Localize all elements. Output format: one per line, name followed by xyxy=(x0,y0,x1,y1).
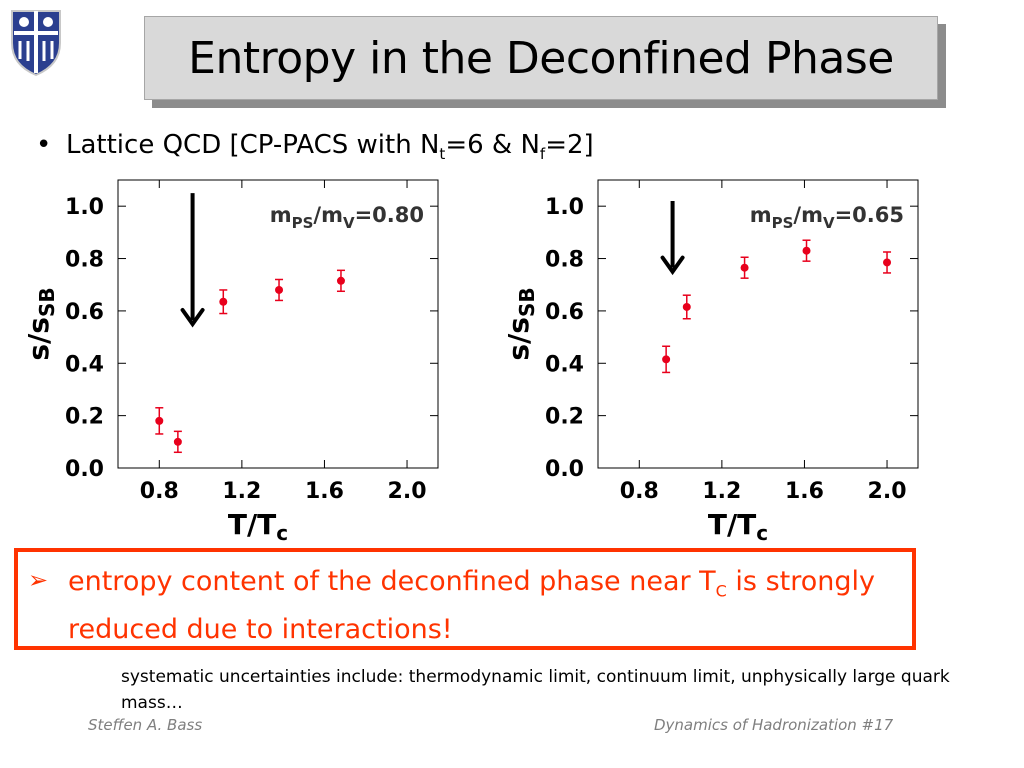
y-tick-label: 1.0 xyxy=(545,195,584,220)
callout-sub: C xyxy=(715,581,727,601)
x-tick-label: 1.6 xyxy=(305,479,344,504)
x-tick-label: 2.0 xyxy=(388,479,427,504)
x-axis-label-main: T/T xyxy=(228,508,276,541)
y-tick-label: 0.8 xyxy=(65,248,104,273)
bullet-mid: =6 & N xyxy=(445,130,540,160)
y-tick-label: 0.6 xyxy=(65,300,104,325)
footer-author: Steffen A. Bass xyxy=(88,716,203,734)
data-point xyxy=(275,285,284,294)
data-point xyxy=(682,302,691,311)
annotation-value: =0.80 xyxy=(355,203,424,227)
callout-text-before: entropy content of the deconfined phase … xyxy=(68,566,716,597)
chart-left: 0.0 0.2 0.4 0.6 0.8 1.0 0.8 1.2 1.6 2.0 T/Tc s/sSB m… xyxy=(22,179,439,545)
y-axis-label-sub: SB xyxy=(35,287,59,317)
x-axis-label: T/Tc xyxy=(708,508,768,545)
bullet-sub-t: t xyxy=(439,145,446,164)
callout-box: ➢ entropy content of the deconfined phas… xyxy=(14,548,916,650)
annotation-sub2: V xyxy=(823,214,835,232)
plot-frame xyxy=(117,179,439,469)
data-point xyxy=(883,258,892,267)
x-axis-label-sub: c xyxy=(756,521,768,545)
bullet-dot: • xyxy=(36,130,52,160)
y-tick-label: 0.0 xyxy=(545,457,584,482)
annotation-mid: /m xyxy=(793,203,823,227)
y-tick-label: 1.0 xyxy=(65,195,104,220)
x-axis-label-sub: c xyxy=(276,521,288,545)
bullet-sub-f: f xyxy=(539,145,546,164)
bullet-lattice-qcd: • Lattice QCD [CP-PACS with Nt=6 & Nf=2] xyxy=(36,130,594,163)
data-point xyxy=(740,263,749,272)
x-tick-label: 1.6 xyxy=(785,479,824,504)
tc-arrow-head xyxy=(180,308,205,328)
data-point xyxy=(802,246,811,255)
y-tick-label: 0.4 xyxy=(65,352,104,377)
y-tick-label: 0.0 xyxy=(65,457,104,482)
x-tick-label: 0.8 xyxy=(140,479,179,504)
x-tick-label: 1.2 xyxy=(702,479,741,504)
systematic-note: systematic uncertainties include: thermo… xyxy=(121,667,950,713)
annotation-main: m xyxy=(270,203,292,227)
university-shield-icon xyxy=(11,10,61,77)
page-title: Entropy in the Deconfined Phase xyxy=(188,32,894,84)
y-tick-label: 0.8 xyxy=(545,248,584,273)
bullet-suffix: =2] xyxy=(545,130,594,160)
bullet-prefix: Lattice QCD [CP-PACS with N xyxy=(66,130,440,160)
footer-slide-info: Dynamics of Hadronization #17 xyxy=(654,716,894,734)
data-point xyxy=(219,297,228,306)
annotation-mid: /m xyxy=(313,203,343,227)
y-tick-label: 0.2 xyxy=(545,405,584,430)
data-point xyxy=(155,416,164,425)
y-tick-label: 0.2 xyxy=(65,405,104,430)
annotation-sub1: PS xyxy=(292,214,314,232)
chart-right: 0.0 0.2 0.4 0.6 0.8 1.0 0.8 1.2 1.6 2.0 T/Tc s/sSB m… xyxy=(502,179,919,545)
tc-arrow-head xyxy=(660,255,685,276)
annotation-main: m xyxy=(750,203,772,227)
x-tick-label: 2.0 xyxy=(868,479,907,504)
y-tick-label: 0.6 xyxy=(545,300,584,325)
mass-ratio-annotation: mPS/mV=0.65 xyxy=(750,203,904,232)
plot-frame xyxy=(597,179,919,469)
annotation-sub1: PS xyxy=(772,214,794,232)
x-tick-label: 0.8 xyxy=(620,479,659,504)
data-point xyxy=(336,276,345,285)
x-axis-label: T/Tc xyxy=(228,508,288,545)
y-axis-label: s/sSB xyxy=(22,287,59,360)
y-axis-label-main: s/s xyxy=(22,317,55,361)
data-point xyxy=(173,437,182,446)
mass-ratio-annotation: mPS/mV=0.80 xyxy=(270,203,424,232)
annotation-sub2: V xyxy=(343,214,355,232)
y-axis-label-sub: SB xyxy=(515,287,539,317)
data-point xyxy=(662,355,671,364)
annotation-value: =0.65 xyxy=(835,203,904,227)
x-axis-label-main: T/T xyxy=(708,508,756,541)
x-tick-label: 1.2 xyxy=(222,479,261,504)
callout-text: entropy content of the deconfined phase … xyxy=(68,562,908,649)
callout-text-after: is strongly reduced due to interactions! xyxy=(68,566,875,646)
callout-arrow-icon: ➢ xyxy=(28,566,49,594)
y-axis-label: s/sSB xyxy=(502,287,539,360)
y-tick-label: 0.4 xyxy=(545,352,584,377)
y-axis-label-main: s/s xyxy=(502,317,535,361)
title-box: Entropy in the Deconfined Phase xyxy=(144,16,938,100)
